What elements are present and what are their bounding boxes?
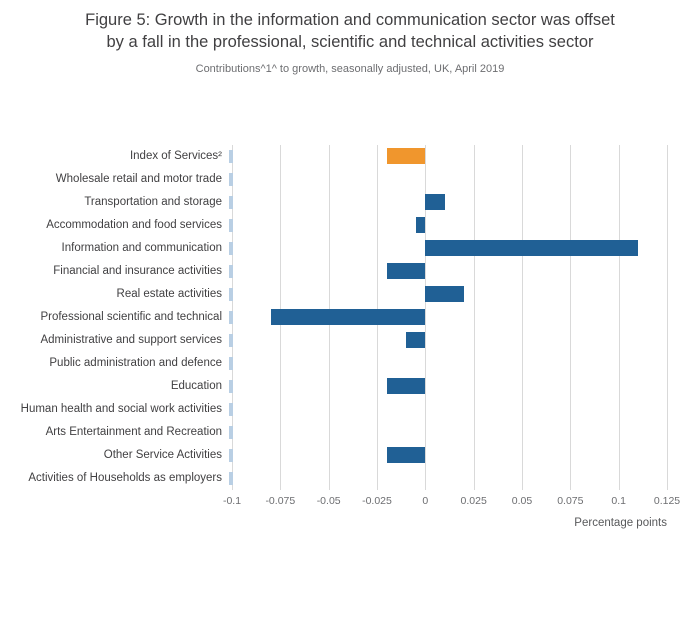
bar xyxy=(386,263,426,280)
bar-row xyxy=(229,398,667,421)
x-tick-label: 0.05 xyxy=(511,494,533,507)
bar-row xyxy=(229,237,667,260)
category-tick xyxy=(229,149,233,163)
bar-row xyxy=(229,352,667,375)
gridline xyxy=(667,144,668,490)
chart-subtitle: Contributions^1^ to growth, seasonally a… xyxy=(195,62,505,75)
bar-row xyxy=(229,214,667,237)
category-label: Information and communication xyxy=(61,241,222,254)
bar xyxy=(425,194,445,211)
category-label: Index of Services² xyxy=(129,149,222,162)
x-tick-label: 0.125 xyxy=(653,494,681,507)
bar xyxy=(386,447,426,464)
bar-row xyxy=(229,444,667,467)
gridline xyxy=(425,144,427,490)
bar-row xyxy=(229,145,667,168)
x-tick-label: -0.025 xyxy=(362,494,392,507)
category-tick xyxy=(229,333,233,347)
category-label: Activities of Households as employers xyxy=(28,471,222,484)
gridline xyxy=(521,144,523,490)
x-axis: -0.1 -0.075 -0.05 -0.025 0 0.025 0.05 0.075 0.1 0… xyxy=(223,494,680,509)
category-tick xyxy=(229,172,233,186)
bar xyxy=(270,309,426,326)
gridline xyxy=(473,144,475,490)
category-label: Financial and insurance activities xyxy=(53,264,222,277)
bars-layer xyxy=(229,145,667,490)
x-tick-label: -0.1 xyxy=(222,494,242,507)
chart-title-line2: by a fall in the professional, scientifi… xyxy=(106,32,594,51)
bar xyxy=(406,332,426,349)
category-label: Professional scientific and technical xyxy=(40,310,222,323)
category-label: Transportation and storage xyxy=(84,195,222,208)
bar-row xyxy=(229,306,667,329)
category-tick xyxy=(229,356,233,370)
bar xyxy=(425,286,464,303)
bar-row xyxy=(229,329,667,352)
bar xyxy=(386,378,426,395)
bar-row xyxy=(229,168,667,191)
bar-row xyxy=(229,283,667,306)
category-label: Arts Entertainment and Recreation xyxy=(45,425,222,438)
category-tick xyxy=(229,264,233,278)
category-label: Human health and social work activities xyxy=(20,402,222,415)
x-tick-label: -0.05 xyxy=(316,494,341,507)
bar-chart: Index of Services² Wholesale retail and m… xyxy=(0,144,700,490)
x-axis-label: Percentage points xyxy=(574,516,667,529)
category-label: Other Service Activities xyxy=(103,448,222,461)
bar-row xyxy=(229,260,667,283)
x-tick-label: 0 xyxy=(422,494,429,507)
x-tick-label: -0.075 xyxy=(265,494,296,507)
category-label: Public administration and defence xyxy=(49,356,222,369)
category-tick xyxy=(229,425,233,439)
x-tick-label: 0.1 xyxy=(611,494,626,507)
chart-title-line1: Figure 5: Growth in the information and … xyxy=(85,11,615,29)
category-tick xyxy=(229,241,233,255)
category-axis: Index of Services² Wholesale retail and m… xyxy=(0,145,232,490)
bar-row xyxy=(229,421,667,444)
category-label: Administrative and support services xyxy=(40,333,222,346)
bar xyxy=(415,217,426,234)
category-tick xyxy=(229,310,233,324)
category-tick xyxy=(229,287,233,301)
gridline xyxy=(570,144,572,490)
chart-title: Figure 5: Growth in the information and … xyxy=(0,10,700,54)
gridline xyxy=(618,144,620,490)
category-label: Wholesale retail and motor trade xyxy=(55,172,222,185)
category-tick xyxy=(229,195,233,209)
x-tick-label: 0.025 xyxy=(460,494,487,507)
category-tick xyxy=(229,379,233,393)
plot-area xyxy=(229,144,668,490)
bar xyxy=(386,148,426,165)
category-label: Education xyxy=(170,379,222,392)
x-tick-label: 0.075 xyxy=(557,494,584,507)
category-tick xyxy=(229,218,233,232)
category-label: Accommodation and food services xyxy=(46,218,222,231)
bar xyxy=(425,240,638,257)
bar-row xyxy=(229,191,667,214)
category-label: Real estate activities xyxy=(116,287,222,300)
bar-row xyxy=(229,467,667,490)
bar-row xyxy=(229,375,667,398)
category-tick xyxy=(229,448,233,462)
category-tick xyxy=(229,471,233,485)
category-tick xyxy=(229,402,233,416)
